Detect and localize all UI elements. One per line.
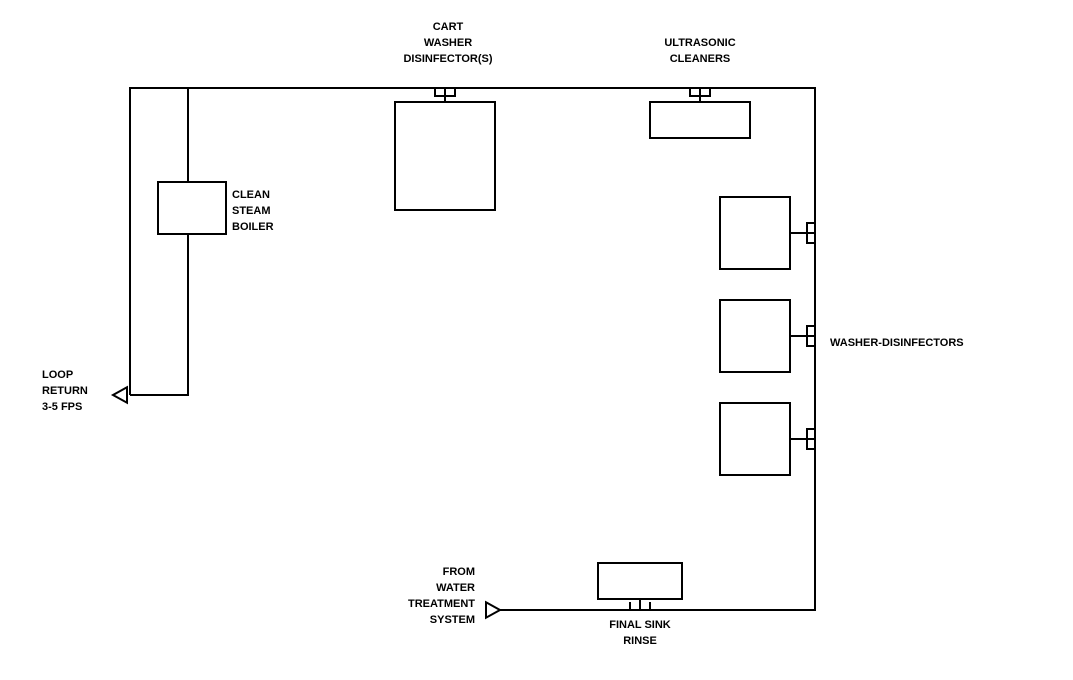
from_water_arrow — [486, 602, 500, 617]
node-cart_washer — [395, 102, 495, 210]
node-wd1 — [720, 197, 790, 269]
label-loop-return-line1: LOOP — [42, 369, 73, 381]
label-ultrasonic: ULTRASONIC CLEANERS — [664, 37, 735, 65]
label-clean-steam-line1: CLEAN — [232, 189, 270, 201]
node-final_sink — [598, 563, 682, 599]
label-from-water-line3: TREATMENT — [408, 598, 475, 610]
label-from-water: FROM WATER TREATMENT SYSTEM — [408, 566, 475, 626]
node-ultrasonic — [650, 102, 750, 138]
label-ultrasonic-line2: CLEANERS — [670, 53, 731, 65]
label-loop-return-line3: 3-5 FPS — [42, 401, 82, 413]
label-clean-steam-line2: STEAM — [232, 205, 271, 217]
label-washer-disinf: WASHER-DISINFECTORS — [830, 337, 964, 349]
label-clean-steam-line3: BOILER — [232, 221, 274, 233]
node-boiler — [158, 182, 226, 234]
label-final-sink-line2: RINSE — [623, 635, 657, 647]
label-ultrasonic-line1: ULTRASONIC — [664, 37, 735, 49]
process-diagram: CART WASHER DISINFECTOR(S) ULTRASONIC CLEANE… — [0, 0, 1073, 680]
label-from-water-line2: WATER — [436, 582, 475, 594]
label-loop-return: LOOP RETURN 3-5 FPS — [42, 369, 88, 413]
label-loop-return-line2: RETURN — [42, 385, 88, 397]
label-cart-washer: CART WASHER DISINFECTOR(S) — [403, 21, 492, 65]
node-wd3 — [720, 403, 790, 475]
label-from-water-line1: FROM — [443, 566, 475, 578]
label-cart-washer-line1: CART — [433, 21, 464, 33]
loop_return_arrow — [113, 387, 127, 402]
label-cart-washer-line2: WASHER — [424, 37, 472, 49]
label-from-water-line4: SYSTEM — [430, 614, 475, 626]
label-washer-disinf-line1: WASHER-DISINFECTORS — [830, 337, 964, 349]
label-final-sink: FINAL SINK RINSE — [609, 619, 671, 647]
label-final-sink-line1: FINAL SINK — [609, 619, 671, 631]
node-wd2 — [720, 300, 790, 372]
label-clean-steam: CLEAN STEAM BOILER — [232, 189, 274, 233]
connector-boiler_bottom — [130, 234, 188, 395]
label-cart-washer-line3: DISINFECTOR(S) — [403, 53, 492, 65]
